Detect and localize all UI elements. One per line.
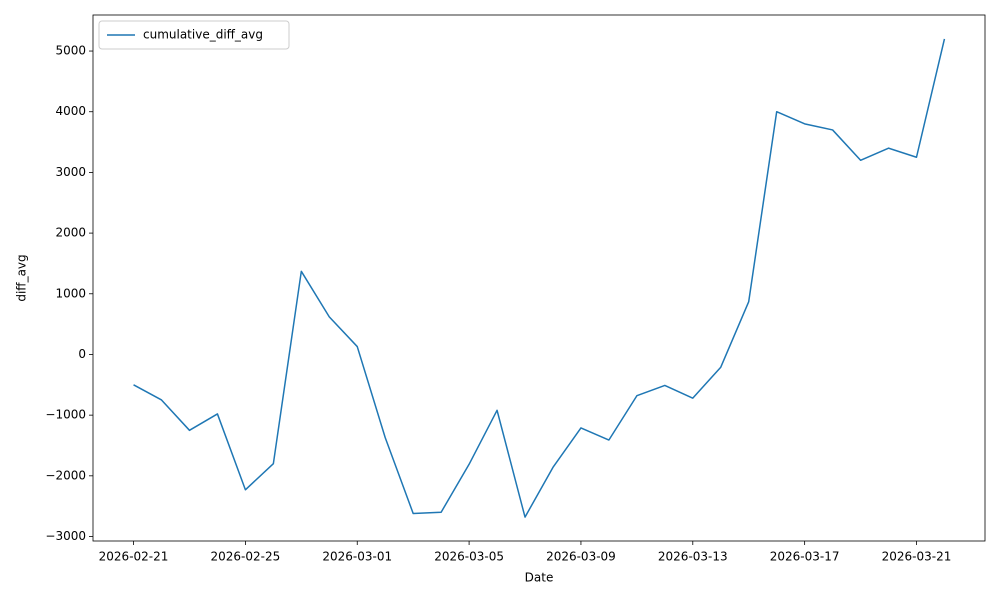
x-tick-label: 2026-03-13 xyxy=(658,550,728,564)
y-axis-label: diff_avg xyxy=(15,254,29,301)
x-tick-label: 2026-02-21 xyxy=(99,550,169,564)
y-tick-label: −1000 xyxy=(45,408,86,422)
plot-frame xyxy=(92,14,986,542)
x-tick-label: 2026-03-17 xyxy=(770,550,840,564)
legend-label: cumulative_diff_avg xyxy=(143,28,263,42)
legend-box xyxy=(98,20,290,50)
y-tick-label: −3000 xyxy=(45,529,86,543)
y-tick-label: 3000 xyxy=(55,165,86,179)
x-tick-label: 2026-03-09 xyxy=(546,550,616,564)
x-tick-label: 2026-03-05 xyxy=(434,550,504,564)
x-axis-label: Date xyxy=(525,571,554,585)
y-tick-label: 5000 xyxy=(55,44,86,58)
x-tick-label: 2026-03-01 xyxy=(322,550,392,564)
y-tick-label: 1000 xyxy=(55,286,86,300)
y-tick-label: 4000 xyxy=(55,104,86,118)
y-tick-label: 0 xyxy=(78,347,86,361)
y-tick-label: −2000 xyxy=(45,468,86,482)
data-line xyxy=(133,38,946,518)
x-tick-label: 2026-03-21 xyxy=(882,550,952,564)
x-tick-label: 2026-02-25 xyxy=(211,550,281,564)
y-tick-label: 2000 xyxy=(55,226,86,240)
